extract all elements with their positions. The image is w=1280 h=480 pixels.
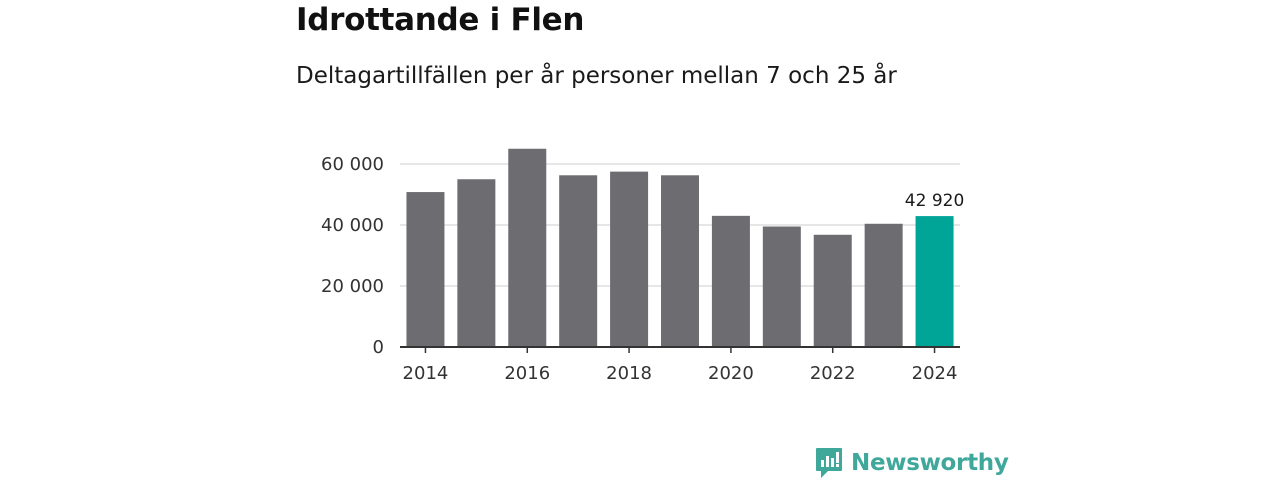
axes — [400, 346, 960, 353]
bar — [508, 148, 547, 347]
chart-subtitle: Deltagartillfällen per år personer mella… — [296, 63, 897, 89]
y-tick-label: 60 000 — [321, 154, 384, 175]
x-tick-label: 2014 — [403, 363, 449, 384]
x-tick-label: 2018 — [606, 363, 652, 384]
y-tick-label: 40 000 — [321, 215, 384, 236]
highlight-value-label: 42 920 — [905, 191, 964, 211]
bar — [457, 179, 496, 347]
bar-highlight — [915, 216, 954, 347]
bar — [610, 171, 649, 347]
brand-logo: Newsworthy — [815, 446, 1009, 480]
bar — [864, 223, 903, 347]
x-tick-label: 2016 — [504, 363, 550, 384]
y-tick-label: 0 — [373, 337, 384, 358]
brand-name: Newsworthy — [851, 450, 1009, 476]
bar — [406, 192, 445, 347]
bar — [762, 226, 801, 347]
bar — [559, 175, 598, 347]
y-tick-label: 20 000 — [321, 276, 384, 297]
newsworthy-logo-icon — [816, 448, 842, 478]
x-tick-label: 2024 — [912, 363, 958, 384]
x-tick-label: 2022 — [810, 363, 856, 384]
bars — [406, 148, 954, 347]
bar — [711, 215, 750, 347]
bar — [813, 234, 852, 347]
chart-title: Idrottande i Flen — [296, 2, 585, 38]
labels: 0 20 000 40 000 60 000 42 920 2014 2016 2018 202… — [321, 154, 964, 384]
bar — [661, 175, 699, 347]
x-tick-label: 2020 — [708, 363, 754, 384]
